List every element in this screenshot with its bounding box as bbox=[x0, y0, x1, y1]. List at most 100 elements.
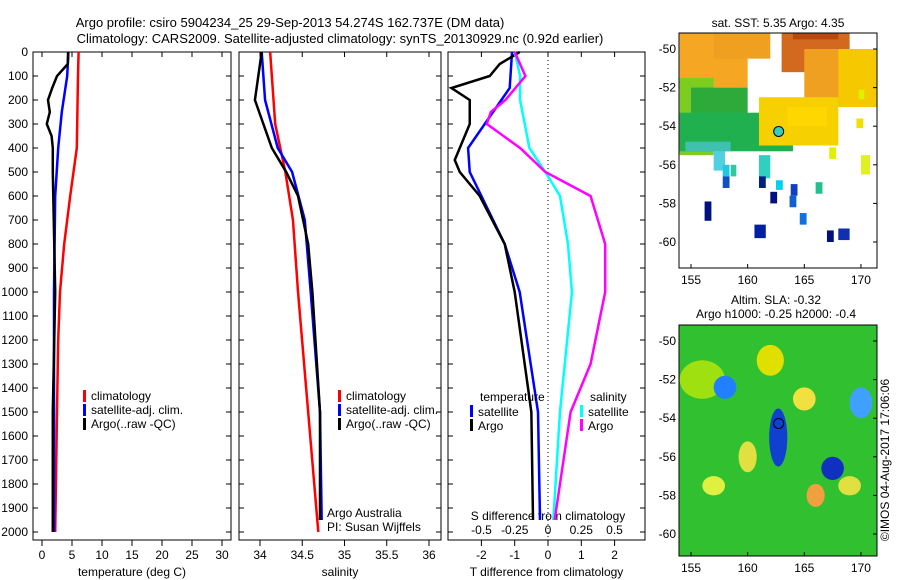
annotation: PI: Susan Wijffels bbox=[327, 520, 421, 534]
map-field bbox=[679, 325, 877, 556]
sst-cell bbox=[775, 180, 783, 190]
map-frame bbox=[678, 324, 878, 557]
float-location-marker bbox=[773, 125, 785, 137]
y-tick-label: 1900 bbox=[1, 501, 28, 515]
x-tick-label: 20 bbox=[155, 548, 169, 562]
x-tick-label: 35 bbox=[338, 548, 352, 562]
sst-cell bbox=[789, 195, 797, 208]
sla-anomaly bbox=[702, 476, 725, 496]
x-tick-label: 0 bbox=[545, 548, 552, 562]
lon-tick-label: 165 bbox=[794, 561, 814, 575]
series-line-s-argo bbox=[485, 51, 607, 521]
legend-swatch bbox=[83, 404, 86, 416]
lat-tick-label: -52 bbox=[659, 81, 677, 95]
sst-cell bbox=[704, 201, 712, 221]
legend-label: Argo bbox=[588, 419, 614, 433]
x2-tick-label: -0.25 bbox=[501, 523, 529, 537]
y-tick-label: 900 bbox=[8, 261, 28, 275]
x-tick-label: 15 bbox=[125, 548, 139, 562]
lat-tick-label: -54 bbox=[659, 119, 677, 133]
map-frame bbox=[678, 32, 878, 269]
series-line-t-argo bbox=[448, 50, 535, 521]
lon-tick-label: 160 bbox=[738, 273, 758, 287]
series-line-climatology bbox=[268, 51, 320, 533]
sst-cell bbox=[860, 155, 871, 175]
y-tick-label: 1600 bbox=[1, 429, 28, 443]
lat-tick-label: -52 bbox=[659, 373, 677, 387]
lat-tick-label: -60 bbox=[659, 527, 677, 541]
lat-tick-label: -58 bbox=[659, 488, 677, 502]
temperature-panel: 0 5 10 15 20 25 30 temperature (deg C) 0 100 200 30… bbox=[1, 45, 232, 579]
sst-cell bbox=[770, 191, 778, 204]
y-tick-label: 1300 bbox=[1, 357, 28, 371]
y-tick-label: 1000 bbox=[1, 285, 28, 299]
sla-map-title: Altim. SLA: -0.32 bbox=[731, 293, 821, 307]
annotation: Argo Australia bbox=[327, 506, 402, 520]
title-line1: Argo profile: csiro 5904234_25 29-Sep-20… bbox=[76, 15, 505, 30]
sla-anomaly bbox=[849, 387, 873, 419]
plot-frame bbox=[238, 51, 442, 541]
sst-cell bbox=[790, 184, 798, 196]
legend-swatch bbox=[470, 419, 473, 431]
difference-panel: -2 -1 0 1 2 T difference from climatology -0.5… bbox=[447, 50, 646, 579]
sst-cell bbox=[838, 49, 877, 107]
sst-cell bbox=[792, 33, 839, 40]
x2-tick-label: -0.5 bbox=[471, 523, 492, 537]
y-tick-label: 1400 bbox=[1, 381, 28, 395]
sst-cell bbox=[730, 164, 737, 177]
x2-tick-label: 0.5 bbox=[606, 523, 623, 537]
y-tick-label: 500 bbox=[8, 165, 28, 179]
sst-cell bbox=[799, 213, 807, 225]
sst-cell bbox=[787, 106, 827, 127]
x-axis-label: salinity bbox=[322, 565, 359, 579]
x2-axis-label: S difference from climatology bbox=[471, 509, 626, 523]
lon-tick-label: 155 bbox=[681, 273, 701, 287]
sst-cell bbox=[829, 147, 837, 160]
x-tick-label: 10 bbox=[95, 548, 109, 562]
legend-swatch bbox=[338, 418, 341, 430]
legend-title: temperature bbox=[480, 390, 545, 404]
legend-swatch bbox=[470, 405, 473, 417]
x-axis-label: temperature (deg C) bbox=[78, 565, 186, 579]
sst-cell bbox=[758, 155, 771, 179]
lat-tick-label: -50 bbox=[659, 334, 677, 348]
x-tick-label: 25 bbox=[185, 548, 199, 562]
y-tick-label: 300 bbox=[8, 117, 28, 131]
lon-tick-label: 165 bbox=[794, 273, 814, 287]
sla-anomaly bbox=[738, 441, 757, 473]
sst-cell bbox=[722, 176, 730, 188]
sla-anomaly bbox=[838, 476, 861, 496]
lon-tick-label: 155 bbox=[681, 561, 701, 575]
x-tick-label: 2 bbox=[611, 548, 618, 562]
legend-swatch bbox=[580, 419, 583, 431]
x-tick-label: 1 bbox=[578, 548, 585, 562]
sla-map-subtitle: Argo h1000: -0.25 h2000: -0.4 bbox=[696, 307, 856, 321]
x-tick-label: 34.5 bbox=[291, 548, 315, 562]
legend-label: satellite-adj. clim. bbox=[346, 403, 438, 417]
lat-tick-label: -56 bbox=[659, 158, 677, 172]
series-line-climatology bbox=[53, 51, 80, 533]
sst-cell bbox=[713, 33, 771, 59]
legend-label: Argo(..raw -QC) bbox=[91, 417, 176, 431]
sst-cell bbox=[722, 164, 730, 177]
lat-tick-label: -56 bbox=[659, 450, 677, 464]
y-tick-label: 600 bbox=[8, 189, 28, 203]
x-tick-label: 30 bbox=[215, 548, 229, 562]
sla-anomaly bbox=[806, 483, 825, 507]
sst-cell bbox=[754, 224, 766, 239]
y-tick-label: 1700 bbox=[1, 453, 28, 467]
series-line-s-satellite bbox=[513, 51, 574, 521]
sst-cell bbox=[815, 182, 823, 194]
x2-tick-label: 0 bbox=[545, 523, 552, 537]
y-tick-label: 200 bbox=[8, 93, 28, 107]
y-tick-label: 1200 bbox=[1, 333, 28, 347]
y-tick-label: 0 bbox=[21, 45, 28, 59]
map-field bbox=[679, 33, 877, 242]
sla-anomaly bbox=[769, 408, 788, 467]
series-line-t-satellite bbox=[466, 51, 542, 521]
salinity-panel: 34 34.5 35 35.5 36 salinity climatologysatelli… bbox=[238, 51, 442, 579]
sla-anomaly bbox=[679, 360, 725, 399]
sst-cell bbox=[826, 230, 834, 242]
sla-map: 155 160 165 170 -50 -52 -54 -56 -58 -60 Altim. SLA… bbox=[659, 293, 878, 575]
